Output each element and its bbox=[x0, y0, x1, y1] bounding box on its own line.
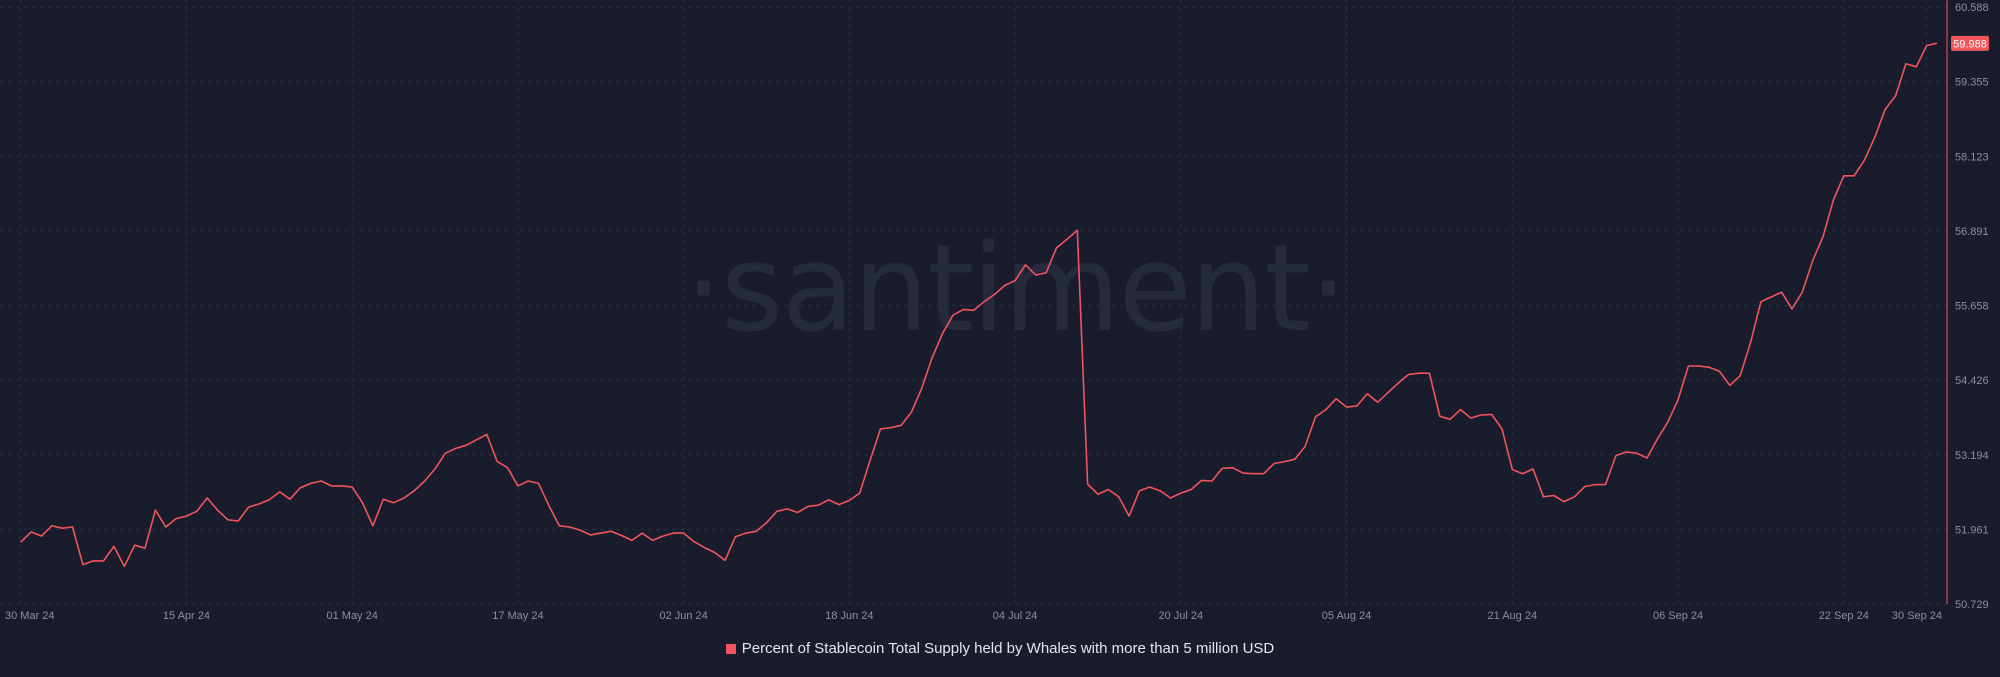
x-tick-label: 02 Jun 24 bbox=[659, 610, 707, 622]
y-tick-label: 56.891 bbox=[1955, 226, 1989, 238]
y-tick-label: 59.355 bbox=[1955, 77, 1989, 89]
x-tick-label: 18 Jun 24 bbox=[825, 610, 873, 622]
y-tick-label: 51.961 bbox=[1955, 524, 1989, 536]
series-line-whale-stablecoin-supply bbox=[20, 42, 1938, 568]
x-tick-label: 20 Jul 24 bbox=[1159, 610, 1204, 622]
y-tick-label: 50.729 bbox=[1955, 599, 1989, 611]
santiment-watermark: ·santiment· bbox=[685, 220, 1346, 359]
y-tick-label: 58.123 bbox=[1955, 151, 1989, 163]
x-tick-label: 15 Apr 24 bbox=[163, 610, 210, 622]
x-tick-label: 21 Aug 24 bbox=[1488, 610, 1538, 622]
x-tick-label: 01 May 24 bbox=[326, 610, 377, 622]
y-tick-label: 60.588 bbox=[1955, 2, 1989, 14]
x-axis: 30 Mar 24 15 Apr 24 01 May 24 17 May 24 02 J… bbox=[5, 610, 1942, 622]
x-tick-label: 05 Aug 24 bbox=[1322, 610, 1372, 622]
y-tick-label: 55.658 bbox=[1955, 301, 1989, 313]
x-tick-label: 22 Sep 24 bbox=[1819, 610, 1869, 622]
x-tick-label: 04 Jul 24 bbox=[993, 610, 1038, 622]
last-value-badge: 59.988 bbox=[1951, 35, 1989, 51]
x-tick-label: 06 Sep 24 bbox=[1653, 610, 1703, 622]
legend-label: Percent of Stablecoin Total Supply held … bbox=[741, 640, 1275, 657]
y-tick-label: 54.426 bbox=[1955, 375, 1989, 387]
x-tick-label: 30 Sep 24 bbox=[1892, 610, 1942, 622]
legend: Percent of Stablecoin Total Supply held … bbox=[0, 640, 2000, 657]
x-tick-label: 30 Mar 24 bbox=[5, 610, 55, 622]
last-value-label: 59.988 bbox=[1953, 38, 1987, 50]
y-axis: 60.588 59.355 58.123 56.891 55.658 54.426 53.1… bbox=[1955, 2, 1989, 611]
legend-swatch bbox=[725, 644, 736, 654]
y-tick-label: 53.194 bbox=[1955, 450, 1989, 462]
x-tick-label: 17 May 24 bbox=[492, 610, 543, 622]
